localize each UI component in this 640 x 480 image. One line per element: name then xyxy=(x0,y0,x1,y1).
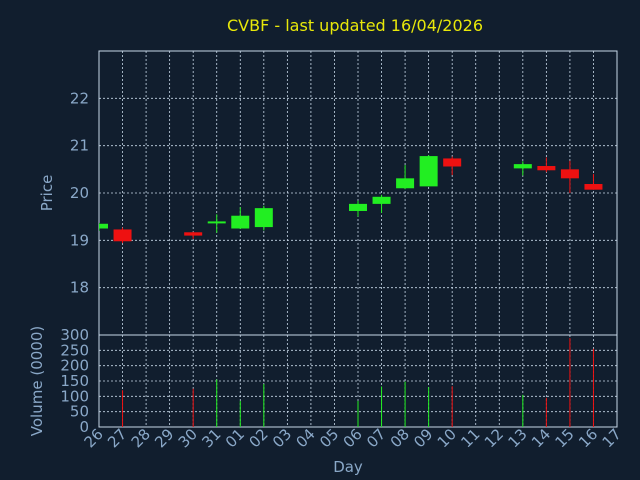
volume-tick-label: 0 xyxy=(79,418,89,436)
candle-body xyxy=(396,178,415,189)
price-tick-label: 19 xyxy=(70,231,89,249)
candle-body xyxy=(537,166,556,171)
x-tick-label: 08 xyxy=(387,425,413,451)
candle-body xyxy=(419,156,438,187)
x-tick-label: 27 xyxy=(104,425,130,451)
candles xyxy=(99,155,603,244)
volume-tick-label: 150 xyxy=(60,372,89,390)
x-tick-label: 11 xyxy=(457,425,483,451)
candle-body xyxy=(184,232,203,236)
x-tick-label: 17 xyxy=(599,425,625,451)
volume-tick-label: 50 xyxy=(70,403,89,421)
x-tick-label: 14 xyxy=(528,425,554,451)
x-tick-label: 01 xyxy=(222,425,248,451)
x-tick-label: 03 xyxy=(269,425,295,451)
candle-body xyxy=(99,223,108,229)
x-tick-label: 07 xyxy=(363,425,389,451)
volume-tick-label: 300 xyxy=(60,326,89,344)
x-tick-label: 29 xyxy=(151,425,177,451)
price-tick-label: 21 xyxy=(70,137,89,155)
x-tick-label: 12 xyxy=(481,425,507,451)
candle-body xyxy=(560,169,579,179)
day-axis-label: Day xyxy=(333,458,363,476)
volume-tick-label: 250 xyxy=(60,341,89,359)
candle-body xyxy=(254,208,273,228)
price-axis-label: Price xyxy=(38,175,56,212)
x-tick-label: 09 xyxy=(410,425,436,451)
price-panel: 18 19 20 21 22 xyxy=(70,50,618,336)
candle-body xyxy=(231,215,250,229)
x-tick-label: 15 xyxy=(552,425,578,451)
volume-tick-label: 200 xyxy=(60,357,89,375)
x-tick-label: 28 xyxy=(128,425,154,451)
candle-body xyxy=(372,196,391,204)
x-tick-label: 05 xyxy=(316,425,342,451)
candle-body xyxy=(113,229,132,242)
candle-body xyxy=(443,158,462,167)
x-tick-label: 04 xyxy=(293,425,319,451)
candle-body xyxy=(513,164,532,169)
price-tick-label: 22 xyxy=(70,89,89,107)
x-tick-label: 06 xyxy=(340,425,366,451)
candle-body xyxy=(349,203,367,211)
price-tick-label: 20 xyxy=(70,184,89,202)
x-tick-label: 16 xyxy=(575,425,601,451)
x-tick-label: 30 xyxy=(175,425,201,451)
x-tick-label: 13 xyxy=(504,425,530,451)
x-tick-labels: 2627282930310102030405060708091011121314… xyxy=(81,425,625,451)
x-tick-label: 31 xyxy=(198,425,224,451)
x-tick-label: 10 xyxy=(434,425,460,451)
x-tick-label: 02 xyxy=(245,425,271,451)
candle-body xyxy=(207,221,226,224)
volume-axis-label: Volume (0000) xyxy=(28,326,46,436)
volume-tick-label: 100 xyxy=(60,387,89,405)
price-tick-label: 18 xyxy=(70,279,89,297)
candle-body xyxy=(584,184,603,190)
chart-title: CVBF - last updated 16/04/2026 xyxy=(227,16,483,35)
